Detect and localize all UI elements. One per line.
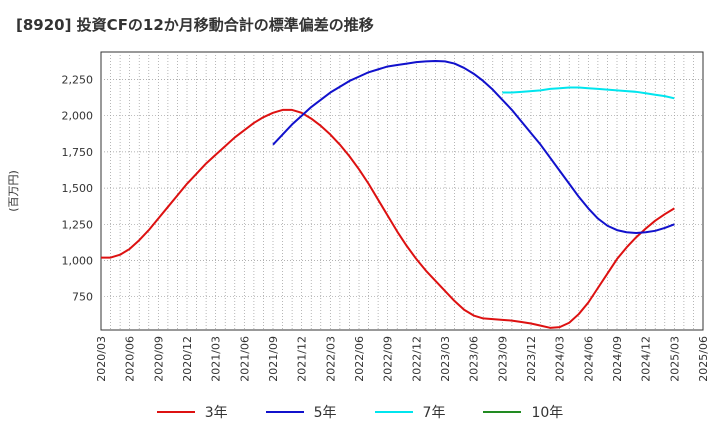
legend-item: 7年 — [374, 402, 446, 422]
legend-label: 10年 — [531, 405, 564, 421]
x-tick-label: 2025/06 — [697, 336, 710, 382]
y-tick-label: 1,750 — [62, 146, 94, 159]
y-tick-label: 2,250 — [62, 74, 94, 87]
x-tick-label: 2024/06 — [582, 336, 595, 382]
legend-item: 3年 — [156, 402, 228, 422]
legend-label: 7年 — [422, 405, 446, 421]
y-tick-label: 1,250 — [62, 218, 94, 231]
legend-swatch — [374, 411, 413, 413]
x-tick-label: 2021/06 — [238, 336, 251, 382]
x-tick-label: 2021/03 — [210, 336, 223, 382]
x-tick-label: 2024/12 — [640, 336, 653, 382]
x-tick-label: 2025/03 — [668, 336, 681, 382]
y-tick-label: 1,500 — [62, 182, 94, 195]
x-tick-label: 2022/12 — [410, 336, 423, 382]
x-tick-label: 2024/09 — [611, 336, 624, 382]
legend-label: 3年 — [204, 405, 228, 421]
x-tick-label: 2023/06 — [468, 336, 481, 382]
chart-title: [8920] 投資CFの12か月移動合計の標準偏差の推移 — [16, 16, 374, 34]
y-axis-label: (百万円) — [7, 170, 20, 212]
x-tick-label: 2020/09 — [152, 336, 165, 382]
series-line-3 — [502, 86, 675, 100]
y-tick-label: 750 — [72, 291, 93, 304]
x-tick-label: 2022/09 — [382, 336, 395, 382]
legend-swatch — [156, 411, 195, 413]
legend-swatch — [265, 411, 304, 413]
x-tick-label: 2023/09 — [496, 336, 509, 382]
x-tick-label: 2024/03 — [554, 336, 567, 382]
x-tick-label: 2023/12 — [525, 336, 538, 382]
y-tick-label: 1,000 — [62, 255, 94, 268]
legend-swatch — [483, 411, 522, 413]
x-tick-label: 2020/12 — [181, 336, 194, 382]
legend-item: 5年 — [265, 402, 337, 422]
x-tick-label: 2021/12 — [296, 336, 309, 382]
y-tick-label: 2,000 — [62, 110, 94, 123]
legend-item: 10年 — [483, 402, 563, 422]
legend: 3年 5年 7年 10年 — [0, 402, 720, 422]
x-tick-label: 2021/09 — [267, 336, 280, 382]
series-line-2 — [272, 59, 675, 234]
x-tick-label: 2020/06 — [124, 336, 137, 382]
x-tick-label: 2020/03 — [95, 336, 108, 382]
x-tick-label: 2023/03 — [439, 336, 452, 382]
legend-label: 5年 — [313, 405, 337, 421]
x-tick-label: 2022/06 — [353, 336, 366, 382]
plot-area — [100, 51, 704, 331]
x-tick-label: 2022/03 — [324, 336, 337, 382]
series-line-1 — [101, 108, 675, 329]
